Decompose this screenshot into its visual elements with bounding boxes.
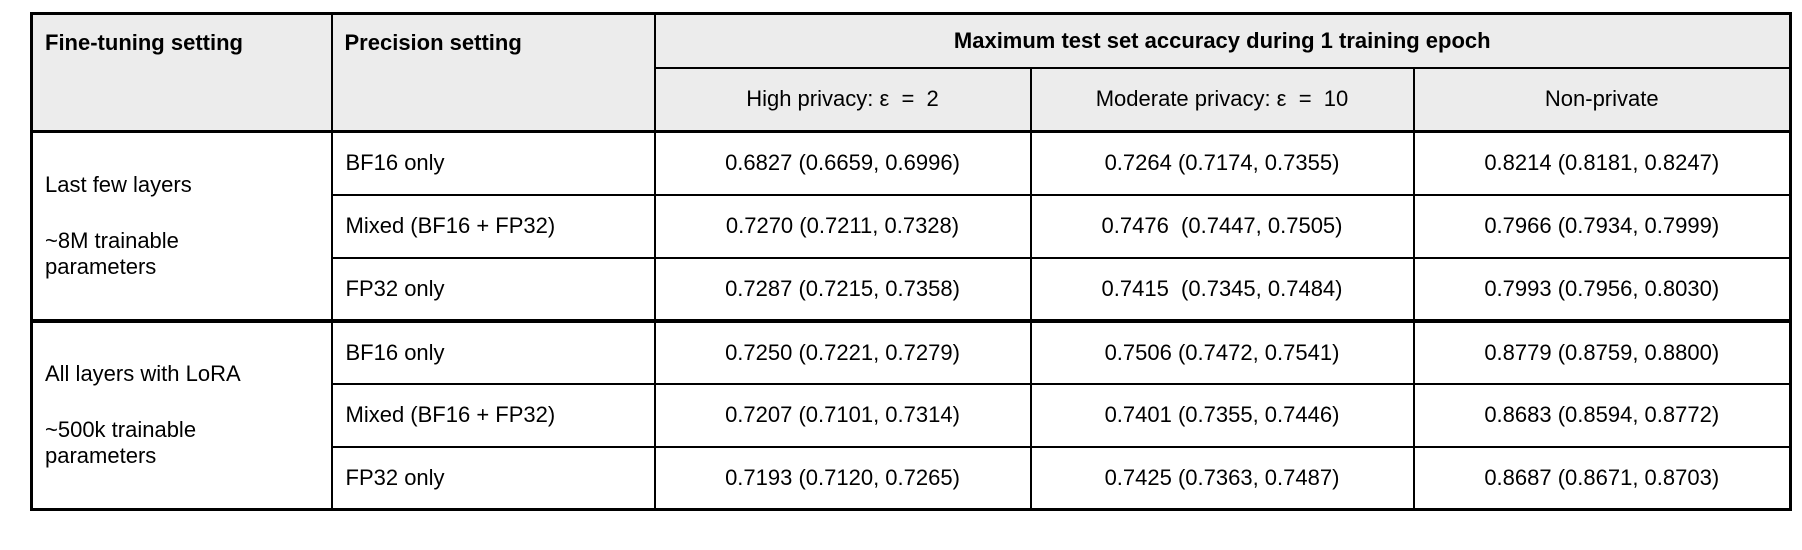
value-cell-high-privacy: 0.7287 (0.7215, 0.7358): [653, 256, 1032, 322]
header-row-main: Fine-tuning setting Precision setting Ma…: [30, 12, 1792, 133]
value-cell-non-private: 0.8687 (0.8671, 0.8703): [1412, 445, 1792, 511]
value-cell-moderate-privacy: 0.7401 (0.7355, 0.7446): [1029, 382, 1415, 448]
value-cell-high-privacy: 0.6827 (0.6659, 0.6996): [653, 130, 1032, 196]
setting-title: All layers with LoRA: [45, 361, 241, 387]
precision-cell: BF16 only: [330, 130, 656, 196]
table-row: FP32 only 0.7287 (0.7215, 0.7358) 0.7415…: [32, 256, 1792, 322]
table-body: Last few layers ~8M trainable parameters…: [30, 130, 1792, 511]
precision-cell: FP32 only: [330, 445, 656, 511]
value-cell-high-privacy: 0.7193 (0.7120, 0.7265): [653, 445, 1032, 511]
subheader-high-privacy: High privacy: ε = 2: [653, 66, 1032, 133]
precision-cell: FP32 only: [330, 256, 656, 322]
group-setting-cell-all-layers-lora: All layers with LoRA ~500k trainable par…: [30, 318, 333, 511]
table-row: Mixed (BF16 + FP32) 0.7207 (0.7101, 0.73…: [32, 382, 1792, 448]
setting-subtitle: ~500k trainable parameters: [45, 417, 197, 469]
value-cell-high-privacy: 0.7207 (0.7101, 0.7314): [653, 382, 1032, 448]
precision-cell: Mixed (BF16 + FP32): [330, 382, 656, 448]
group-setting-cell-last-few-layers: Last few layers ~8M trainable parameters: [30, 130, 333, 322]
header-row-sub: High privacy: ε = 2 Moderate privacy: ε …: [32, 66, 1792, 133]
precision-cell: BF16 only: [330, 318, 656, 385]
value-cell-moderate-privacy: 0.7264 (0.7174, 0.7355): [1029, 130, 1415, 196]
subheader-moderate-privacy: Moderate privacy: ε = 10: [1029, 66, 1415, 133]
value-cell-high-privacy: 0.7250 (0.7221, 0.7279): [653, 318, 1032, 385]
value-cell-moderate-privacy: 0.7476 (0.7447, 0.7505): [1029, 193, 1415, 259]
table-row: All layers with LoRA ~500k trainable par…: [30, 318, 1792, 511]
value-cell-moderate-privacy: 0.7425 (0.7363, 0.7487): [1029, 445, 1415, 511]
value-cell-non-private: 0.8683 (0.8594, 0.8772): [1412, 382, 1792, 448]
value-cell-moderate-privacy: 0.7506 (0.7472, 0.7541): [1029, 318, 1415, 385]
table-header: Fine-tuning setting Precision setting Ma…: [30, 12, 1792, 133]
header-accuracy-span: Maximum test set accuracy during 1 train…: [653, 12, 1792, 69]
header-fine-tuning-setting: Fine-tuning setting: [30, 12, 333, 133]
table-row: FP32 only 0.7193 (0.7120, 0.7265) 0.7425…: [32, 445, 1792, 511]
value-cell-non-private: 0.8779 (0.8759, 0.8800): [1412, 318, 1792, 385]
value-cell-non-private: 0.8214 (0.8181, 0.8247): [1412, 130, 1792, 196]
table-row: Mixed (BF16 + FP32) 0.7270 (0.7211, 0.73…: [32, 193, 1792, 259]
precision-cell: Mixed (BF16 + FP32): [330, 193, 656, 259]
value-cell-non-private: 0.7966 (0.7934, 0.7999): [1412, 193, 1792, 259]
setting-subtitle: ~8M trainable parameters: [45, 227, 179, 279]
value-cell-moderate-privacy: 0.7415 (0.7345, 0.7484): [1029, 256, 1415, 322]
subheader-non-private: Non-private: [1412, 66, 1792, 133]
header-precision-setting: Precision setting: [330, 12, 656, 133]
accuracy-results-table: Fine-tuning setting Precision setting Ma…: [30, 12, 1792, 511]
value-cell-non-private: 0.7993 (0.7956, 0.8030): [1412, 256, 1792, 322]
table-row: Last few layers ~8M trainable parameters…: [30, 130, 1792, 322]
value-cell-high-privacy: 0.7270 (0.7211, 0.7328): [653, 193, 1032, 259]
setting-title: Last few layers: [45, 171, 192, 197]
